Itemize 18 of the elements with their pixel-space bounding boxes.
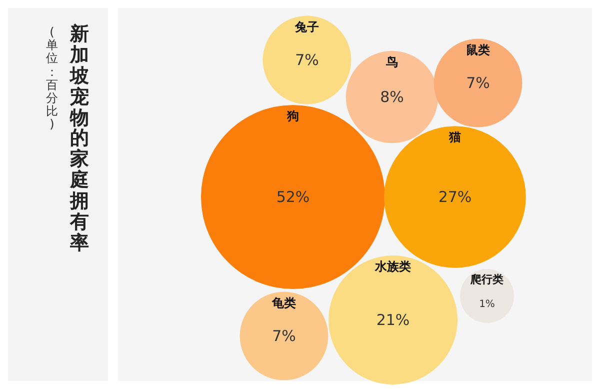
data-label: 27% — [438, 188, 472, 206]
data-label: 7% — [466, 74, 490, 92]
data-label: 7% — [295, 51, 319, 69]
category-label: 狗 — [286, 109, 299, 123]
category-label: 龟类 — [271, 296, 296, 310]
chart-title: 新加坡宠物的家庭拥有率 — [70, 23, 89, 254]
category-label: 鸟 — [385, 54, 398, 69]
data-label: 52% — [276, 188, 310, 206]
data-label: 1% — [479, 299, 495, 310]
category-label: 兔子 — [294, 20, 319, 34]
category-label: 鼠类 — [466, 42, 490, 57]
data-label: 21% — [376, 311, 410, 329]
category-label: 水族类 — [374, 260, 411, 274]
data-label: 8% — [380, 88, 404, 106]
category-label: 猫 — [448, 130, 461, 144]
data-label: 7% — [272, 327, 296, 345]
text: (单位：百分比) — [46, 25, 58, 132]
category-label: 爬行类 — [470, 273, 504, 286]
